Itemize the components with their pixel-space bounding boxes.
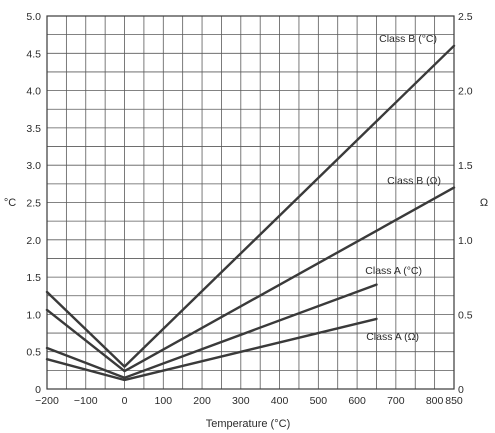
- y-right-tick-label: 2.5: [458, 11, 473, 23]
- y-left-tick-label: 3.5: [26, 123, 41, 135]
- y-right-tick-label: 1.5: [458, 160, 473, 172]
- x-tick-label: 400: [271, 395, 289, 407]
- x-tick-label: 100: [155, 395, 173, 407]
- y-right-tick-label: 2.0: [458, 86, 473, 98]
- series-line-class-b: [45, 186, 456, 373]
- x-tick-label: 600: [348, 395, 366, 407]
- x-tick-label: −100: [74, 395, 98, 407]
- y-right-tick-label: 1.0: [458, 235, 473, 247]
- x-tick-label: 850: [445, 395, 463, 407]
- y-left-tick-label: 4.5: [26, 48, 41, 60]
- grid: [46, 15, 454, 390]
- plot-frame: [46, 15, 455, 390]
- y-left-tick-label: 0.5: [26, 347, 41, 359]
- series-label: Class A (°C): [365, 265, 422, 277]
- series-lines: [45, 44, 456, 382]
- x-tick-label: 700: [387, 395, 405, 407]
- x-tick-label: −200: [35, 395, 59, 407]
- x-tick-label: 500: [310, 395, 328, 407]
- series-label: Class B (°C): [379, 33, 437, 45]
- x-tick-label: 0: [122, 395, 128, 407]
- y-left-tick-label: 1.5: [26, 272, 41, 284]
- y-axis-label-left: °C: [4, 197, 16, 209]
- y-right-tick-label: 0: [458, 384, 464, 396]
- y-left-tick-label: 1.0: [26, 309, 41, 321]
- series-labels: Class B (°C) Class B (Ω) Class A (°C) Class…: [365, 33, 441, 343]
- tick-labels: −200 −100 0 100 200 300 400 500 600 700 800 85000.5…: [26, 11, 472, 407]
- x-tick-label: 300: [232, 395, 250, 407]
- series-line-class-b-c: [45, 44, 456, 368]
- y-left-tick-label: 4.0: [26, 86, 41, 98]
- series-label: Class B (Ω): [387, 175, 441, 187]
- y-left-tick-label: 3.0: [26, 160, 41, 172]
- y-left-tick-label: 5.0: [26, 11, 41, 23]
- series-line-class-a-c: [45, 283, 378, 379]
- series-label: Class A (Ω): [366, 331, 419, 343]
- y-left-tick-label: 2.5: [26, 198, 41, 210]
- x-tick-label: 800: [426, 395, 444, 407]
- y-axis-label-right: Ω: [480, 197, 488, 209]
- x-axis-label: Temperature (°C): [206, 418, 290, 430]
- x-tick-label: 200: [193, 395, 211, 407]
- y-left-tick-label: 2.0: [26, 235, 41, 247]
- series-line-class-a: [45, 317, 378, 382]
- y-right-tick-label: 0.5: [458, 309, 473, 321]
- y-left-tick-label: 0: [35, 384, 41, 396]
